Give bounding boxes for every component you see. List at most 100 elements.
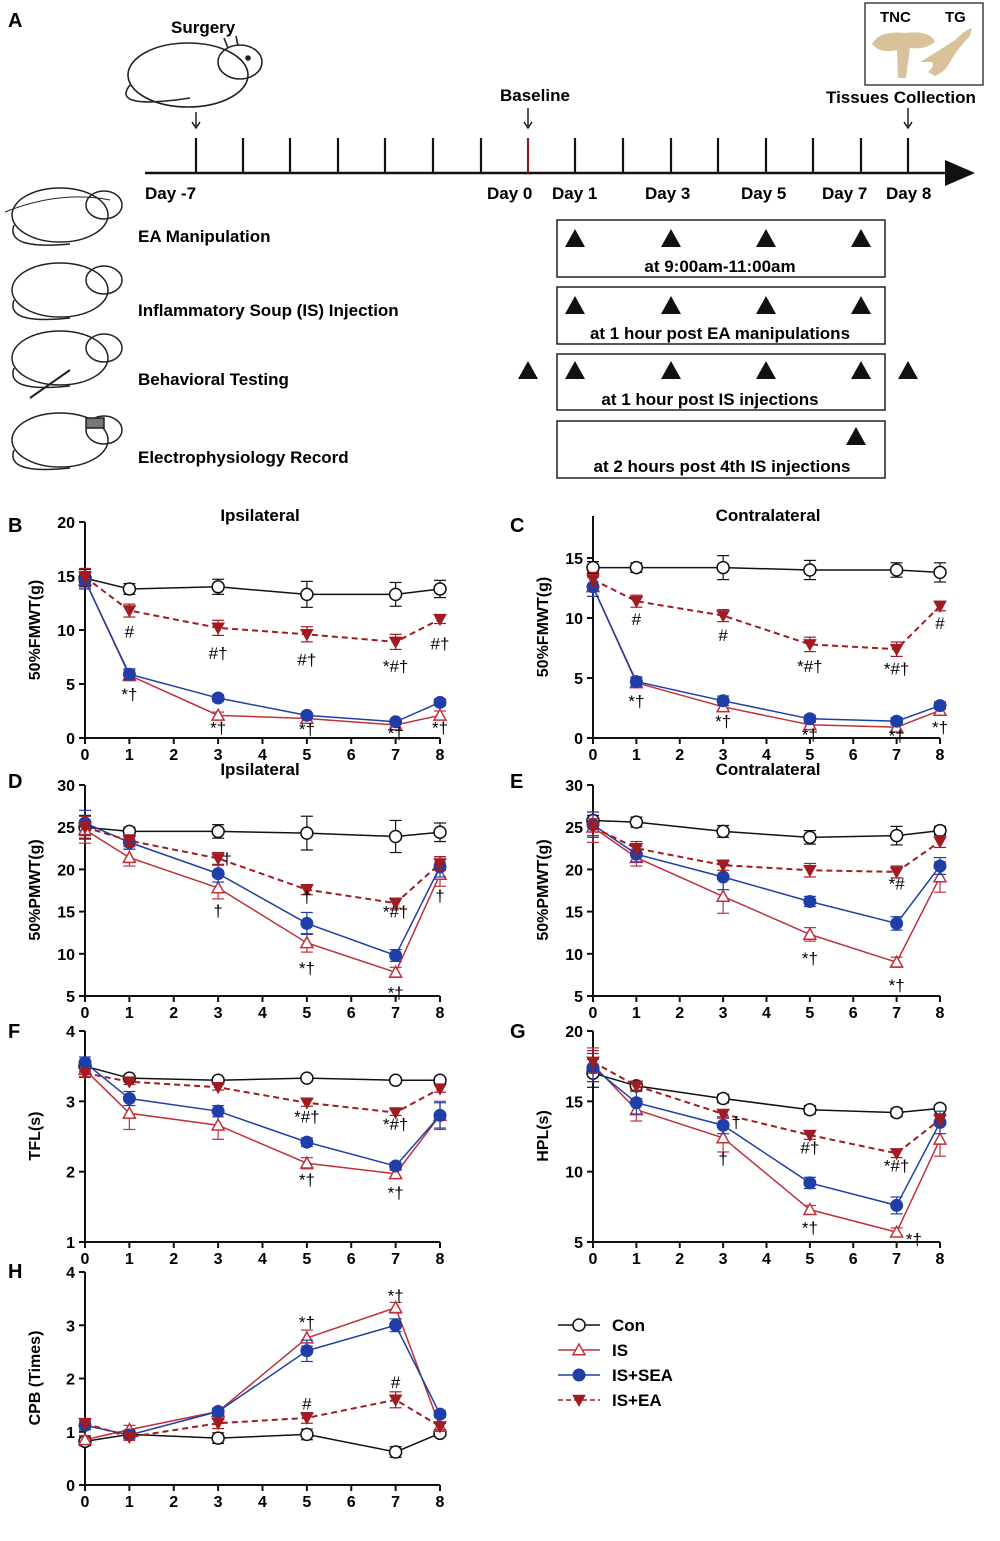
significance-annotation: *#† [797, 657, 823, 676]
data-point [889, 866, 904, 879]
x-tick-label: 4 [762, 1251, 771, 1268]
data-point [586, 560, 600, 575]
significance-annotation: *† [628, 692, 644, 711]
data-point [629, 1096, 643, 1110]
y-axis-label: 50%FMWT(g) [27, 580, 44, 680]
data-point [389, 715, 403, 729]
schedule-triangle-marker [565, 229, 585, 247]
data-point [433, 1407, 447, 1421]
data-point [890, 1198, 904, 1212]
data-point [77, 1432, 93, 1446]
x-tick-label: 0 [589, 1251, 598, 1268]
y-axis-label: TFL(s) [27, 1112, 44, 1161]
series-line [84, 576, 441, 643]
significance-annotation: *#† [383, 903, 409, 922]
significance-annotation: # [935, 614, 945, 633]
data-point [122, 1431, 137, 1445]
data-point [803, 830, 817, 845]
series-is-ea [78, 815, 447, 911]
data-point [433, 858, 447, 871]
data-point [388, 1394, 403, 1407]
data-point [432, 707, 448, 721]
data-point [122, 1092, 136, 1106]
y-axis-label: HPL(s) [535, 1110, 552, 1162]
data-point [889, 954, 904, 968]
x-tick-label: 8 [436, 1251, 445, 1268]
x-tick-label: 0 [81, 1005, 90, 1022]
data-point [300, 587, 314, 602]
x-tick-label: 4 [258, 1494, 267, 1511]
significance-annotation: *† [388, 1286, 404, 1305]
y-axis-label: CPB (Times) [27, 1331, 44, 1426]
x-tick-label: 1 [632, 1005, 641, 1022]
series-con [586, 1058, 947, 1120]
series-line [592, 586, 941, 722]
data-point [388, 964, 403, 978]
rat-behavior-icon [11, 330, 123, 399]
significance-annotation: #† [800, 1138, 819, 1157]
day-label-7: Day 7 [822, 184, 867, 203]
data-point [78, 1417, 92, 1431]
significance-annotation: *# [889, 875, 906, 894]
data-point [300, 629, 314, 642]
significance-annotation: *† [802, 1219, 818, 1238]
series-line [84, 579, 441, 723]
legend: Con IS IS+SEA IS+EA [558, 1316, 673, 1410]
data-point [803, 1176, 817, 1190]
series-line [592, 824, 941, 925]
series-con [586, 554, 947, 583]
y-tick-label: 15 [57, 905, 75, 922]
panel-letter-e: E [510, 771, 523, 793]
chart-panel-e: E Contralateral 50%PMWT(g) 5 10 15 20 25 30 0 1 2 3 4… [510, 760, 948, 1022]
data-point [388, 636, 403, 649]
data-point [211, 867, 225, 881]
data-point [211, 1417, 225, 1431]
series-line [592, 1066, 941, 1207]
tnc-tissue-icon [872, 32, 935, 78]
data-point [211, 1431, 225, 1445]
x-tick-label: 8 [436, 747, 445, 764]
series-is-ea [78, 1391, 447, 1445]
panel-letter-a: A [8, 10, 22, 32]
chart-panel-h: H CPB (Times) 0 1 2 3 4 0 1 2 3 4 5 6 7 8 *† *† # # [8, 1261, 448, 1511]
data-point [716, 610, 730, 623]
data-point [629, 1080, 644, 1093]
data-point [211, 1104, 225, 1118]
x-tick-label: 7 [892, 1005, 901, 1022]
legend-marker [571, 1342, 587, 1356]
rat-surgery-icon [125, 35, 263, 108]
inset-tg-label: TG [945, 9, 966, 26]
data-point [122, 667, 136, 681]
legend-label-is: IS [612, 1341, 628, 1360]
rat-electrophysiology-icon [11, 412, 123, 471]
significance-annotation: *† [932, 718, 948, 737]
y-axis-label: 50%PMWT(g) [535, 839, 552, 940]
series-line [84, 1065, 440, 1081]
panel-letter-b: B [8, 515, 22, 537]
series-is-ea [586, 818, 947, 879]
data-point [933, 600, 947, 614]
data-point [933, 836, 947, 849]
y-tick-label: 1 [66, 1235, 75, 1252]
x-tick-label: 7 [391, 1005, 400, 1022]
legend-label-con: Con [612, 1316, 645, 1335]
data-point [433, 1108, 447, 1122]
tg-tissue-icon [920, 28, 972, 76]
significance-annotation: *† [210, 719, 226, 738]
data-point [388, 1166, 403, 1180]
data-point [299, 935, 315, 949]
significance-annotation: † [435, 886, 444, 905]
significance-annotation: *† [299, 720, 315, 739]
data-point [586, 1056, 600, 1069]
data-point [389, 948, 403, 962]
significance-annotation: *† [802, 725, 818, 744]
data-point [388, 829, 403, 844]
significance-annotation: *#† [294, 1107, 320, 1126]
x-tick-label: 4 [258, 747, 267, 764]
legend-marker [572, 1318, 586, 1332]
data-point [210, 707, 226, 721]
x-tick-label: 7 [892, 1251, 901, 1268]
significance-annotation: *† [299, 959, 315, 978]
y-tick-label: 5 [574, 989, 583, 1006]
data-point [388, 1300, 403, 1314]
